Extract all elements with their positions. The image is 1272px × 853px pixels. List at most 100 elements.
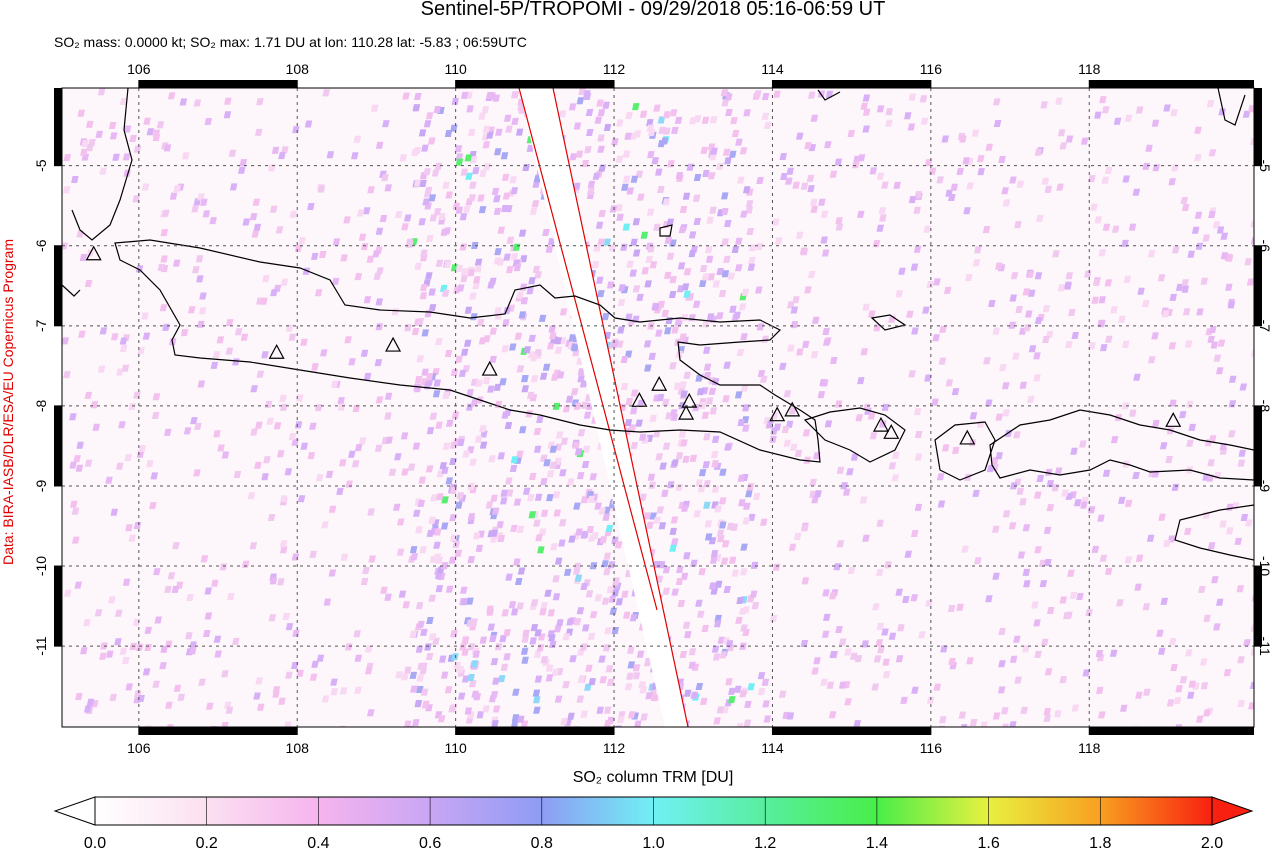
noise-pixel bbox=[249, 213, 258, 221]
noise-pixel bbox=[1179, 411, 1187, 419]
noise-pixel bbox=[1158, 647, 1166, 655]
noise-pixel bbox=[521, 656, 529, 664]
noise-pixel bbox=[1098, 296, 1106, 304]
noise-pixel bbox=[1065, 341, 1073, 349]
noise-pixel bbox=[1001, 723, 1009, 727]
noise-pixel bbox=[380, 586, 388, 594]
noise-pixel bbox=[913, 245, 922, 253]
noise-pixel bbox=[693, 174, 702, 181]
noise-pixel bbox=[992, 712, 1001, 720]
noise-pixel bbox=[972, 259, 981, 267]
noise-pixel bbox=[523, 346, 532, 354]
noise-pixel bbox=[1166, 427, 1175, 435]
noise-pixel bbox=[698, 568, 706, 576]
noise-pixel bbox=[589, 562, 598, 570]
noise-pixel bbox=[811, 496, 819, 504]
x-tick-label: 108 bbox=[286, 740, 310, 756]
noise-pixel bbox=[1174, 724, 1183, 727]
noise-pixel bbox=[343, 216, 351, 224]
noise-pixel bbox=[468, 129, 476, 136]
volcano bbox=[883, 424, 900, 439]
noise-pixel bbox=[1159, 442, 1168, 450]
noise-pixel bbox=[1203, 614, 1211, 622]
noise-pixel bbox=[395, 671, 403, 679]
noise-pixel bbox=[467, 482, 475, 490]
noise-pixel bbox=[414, 376, 423, 383]
noise-pixel bbox=[629, 614, 638, 622]
noise-pixel bbox=[1041, 638, 1049, 646]
noise-pixel bbox=[330, 380, 339, 388]
noise-pixel bbox=[707, 273, 715, 281]
noise-pixel bbox=[756, 177, 764, 184]
noise-pixel bbox=[452, 202, 461, 210]
noise-pixel bbox=[721, 99, 729, 107]
noise-pixel bbox=[586, 526, 595, 533]
noise-pixel bbox=[291, 662, 299, 669]
noise-pixel bbox=[492, 94, 500, 102]
noise-pixel bbox=[779, 362, 787, 370]
noise-pixel bbox=[481, 106, 490, 114]
noise-pixel bbox=[650, 694, 659, 702]
coastline bbox=[114, 239, 821, 463]
noise-pixel bbox=[813, 657, 821, 665]
noise-pixel bbox=[1226, 527, 1234, 535]
noise-pixel bbox=[603, 706, 612, 714]
frame-bar bbox=[1254, 88, 1262, 166]
noise-pixel bbox=[636, 650, 645, 658]
noise-pixel bbox=[1059, 676, 1067, 684]
noise-pixel bbox=[594, 594, 603, 602]
noise-pixel bbox=[999, 364, 1007, 372]
noise-pixel bbox=[1008, 522, 1017, 530]
noise-pixel bbox=[1151, 332, 1159, 340]
noise-pixel bbox=[640, 231, 649, 239]
noise-pixel bbox=[882, 671, 891, 679]
noise-pixel bbox=[418, 218, 426, 226]
noise-pixel bbox=[709, 116, 718, 124]
x-tick-label: 118 bbox=[1078, 740, 1101, 756]
noise-pixel bbox=[1169, 293, 1178, 301]
noise-pixel bbox=[749, 590, 758, 598]
noise-pixel bbox=[1142, 300, 1150, 308]
noise-pixel bbox=[626, 672, 634, 680]
frame-bar bbox=[1089, 80, 1254, 88]
noise-pixel bbox=[1195, 242, 1204, 250]
noise-pixel bbox=[535, 534, 543, 542]
noise-pixel bbox=[648, 481, 656, 489]
noise-pixel bbox=[311, 363, 319, 371]
noise-pixel bbox=[151, 412, 160, 419]
noise-pixel bbox=[809, 478, 817, 486]
noise-pixel bbox=[554, 557, 563, 565]
noise-pixel bbox=[785, 177, 793, 185]
noise-pixel bbox=[794, 449, 803, 457]
noise-pixel bbox=[1070, 447, 1078, 455]
noise-pixel bbox=[649, 414, 657, 422]
noise-pixel bbox=[867, 412, 876, 420]
noise-pixel bbox=[125, 524, 133, 532]
noise-pixel bbox=[756, 323, 765, 331]
noise-pixel bbox=[1102, 223, 1111, 231]
noise-pixel bbox=[790, 321, 799, 329]
noise-pixel bbox=[639, 493, 647, 501]
noise-pixel bbox=[573, 182, 581, 190]
noise-pixel bbox=[552, 593, 561, 601]
noise-pixel bbox=[466, 389, 474, 397]
noise-pixel bbox=[1015, 306, 1023, 313]
noise-pixel bbox=[706, 216, 714, 224]
y-tick-label: -9 bbox=[1257, 480, 1272, 493]
noise-pixel bbox=[727, 272, 735, 280]
noise-pixel bbox=[735, 138, 743, 146]
noise-pixel bbox=[684, 631, 692, 639]
noise-pixel bbox=[360, 349, 369, 357]
noise-pixel bbox=[637, 193, 645, 201]
noise-pixel bbox=[1045, 468, 1053, 476]
noise-pixel bbox=[740, 384, 749, 392]
noise-pixel bbox=[786, 712, 795, 720]
frame-bar bbox=[1089, 727, 1254, 735]
noise-pixel bbox=[268, 614, 277, 622]
noise-pixel bbox=[750, 561, 759, 569]
noise-pixel bbox=[1033, 619, 1041, 627]
noise-pixel bbox=[1200, 658, 1208, 666]
noise-pixel bbox=[149, 502, 157, 510]
noise-pixel bbox=[547, 342, 555, 350]
noise-pixel bbox=[280, 546, 288, 554]
